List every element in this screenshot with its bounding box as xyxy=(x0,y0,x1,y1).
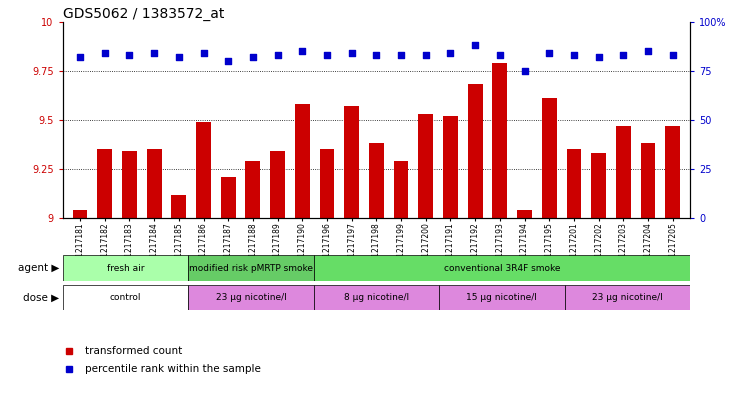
Bar xyxy=(439,285,565,310)
Bar xyxy=(517,210,532,218)
Bar xyxy=(295,104,310,218)
Point xyxy=(198,50,210,56)
Bar xyxy=(567,149,582,218)
Bar xyxy=(72,210,87,218)
Text: transformed count: transformed count xyxy=(85,345,182,356)
Bar xyxy=(641,143,655,218)
Point xyxy=(444,50,456,56)
Bar xyxy=(542,98,556,218)
Point xyxy=(247,54,259,60)
Bar xyxy=(97,149,112,218)
Bar xyxy=(314,255,690,281)
Point xyxy=(74,54,86,60)
Point xyxy=(642,48,654,54)
Text: 23 μg nicotine/l: 23 μg nicotine/l xyxy=(592,293,663,302)
Bar xyxy=(666,126,680,218)
Point xyxy=(494,52,506,58)
Point xyxy=(395,52,407,58)
Text: conventional 3R4F smoke: conventional 3R4F smoke xyxy=(444,264,560,273)
Bar xyxy=(196,122,211,218)
Text: 8 μg nicotine/l: 8 μg nicotine/l xyxy=(344,293,409,302)
Text: percentile rank within the sample: percentile rank within the sample xyxy=(85,364,261,375)
Bar xyxy=(468,84,483,218)
Point xyxy=(519,68,531,74)
Bar xyxy=(393,161,409,218)
Bar xyxy=(188,285,314,310)
Point xyxy=(370,52,382,58)
Bar xyxy=(565,285,690,310)
Bar xyxy=(443,116,458,218)
Text: control: control xyxy=(110,293,141,302)
Bar xyxy=(171,195,186,218)
Point xyxy=(346,50,358,56)
Point xyxy=(469,42,481,48)
Point xyxy=(297,48,308,54)
Point xyxy=(321,52,333,58)
Bar xyxy=(188,255,314,281)
Bar xyxy=(369,143,384,218)
Point xyxy=(148,50,160,56)
Text: 23 μg nicotine/l: 23 μg nicotine/l xyxy=(215,293,286,302)
Point xyxy=(568,52,580,58)
Point xyxy=(222,58,234,64)
Point xyxy=(593,54,604,60)
Bar xyxy=(246,161,261,218)
Point xyxy=(420,52,432,58)
Text: GDS5062 / 1383572_at: GDS5062 / 1383572_at xyxy=(63,7,224,20)
Text: dose ▶: dose ▶ xyxy=(23,293,59,303)
Bar xyxy=(63,255,188,281)
Text: modified risk pMRTP smoke: modified risk pMRTP smoke xyxy=(189,264,313,273)
Text: agent ▶: agent ▶ xyxy=(18,263,59,273)
Bar xyxy=(147,149,162,218)
Point xyxy=(123,52,135,58)
Text: 15 μg nicotine/l: 15 μg nicotine/l xyxy=(466,293,537,302)
Point xyxy=(618,52,630,58)
Point xyxy=(99,50,111,56)
Bar xyxy=(492,63,507,218)
Point xyxy=(543,50,555,56)
Bar xyxy=(320,149,334,218)
Bar xyxy=(314,285,439,310)
Bar xyxy=(221,177,235,218)
Bar xyxy=(63,285,188,310)
Bar xyxy=(344,106,359,218)
Point xyxy=(667,52,679,58)
Bar xyxy=(122,151,137,218)
Text: fresh air: fresh air xyxy=(107,264,144,273)
Bar xyxy=(616,126,631,218)
Bar xyxy=(270,151,285,218)
Point xyxy=(272,52,283,58)
Bar xyxy=(418,114,433,218)
Point xyxy=(173,54,184,60)
Bar xyxy=(591,153,606,218)
